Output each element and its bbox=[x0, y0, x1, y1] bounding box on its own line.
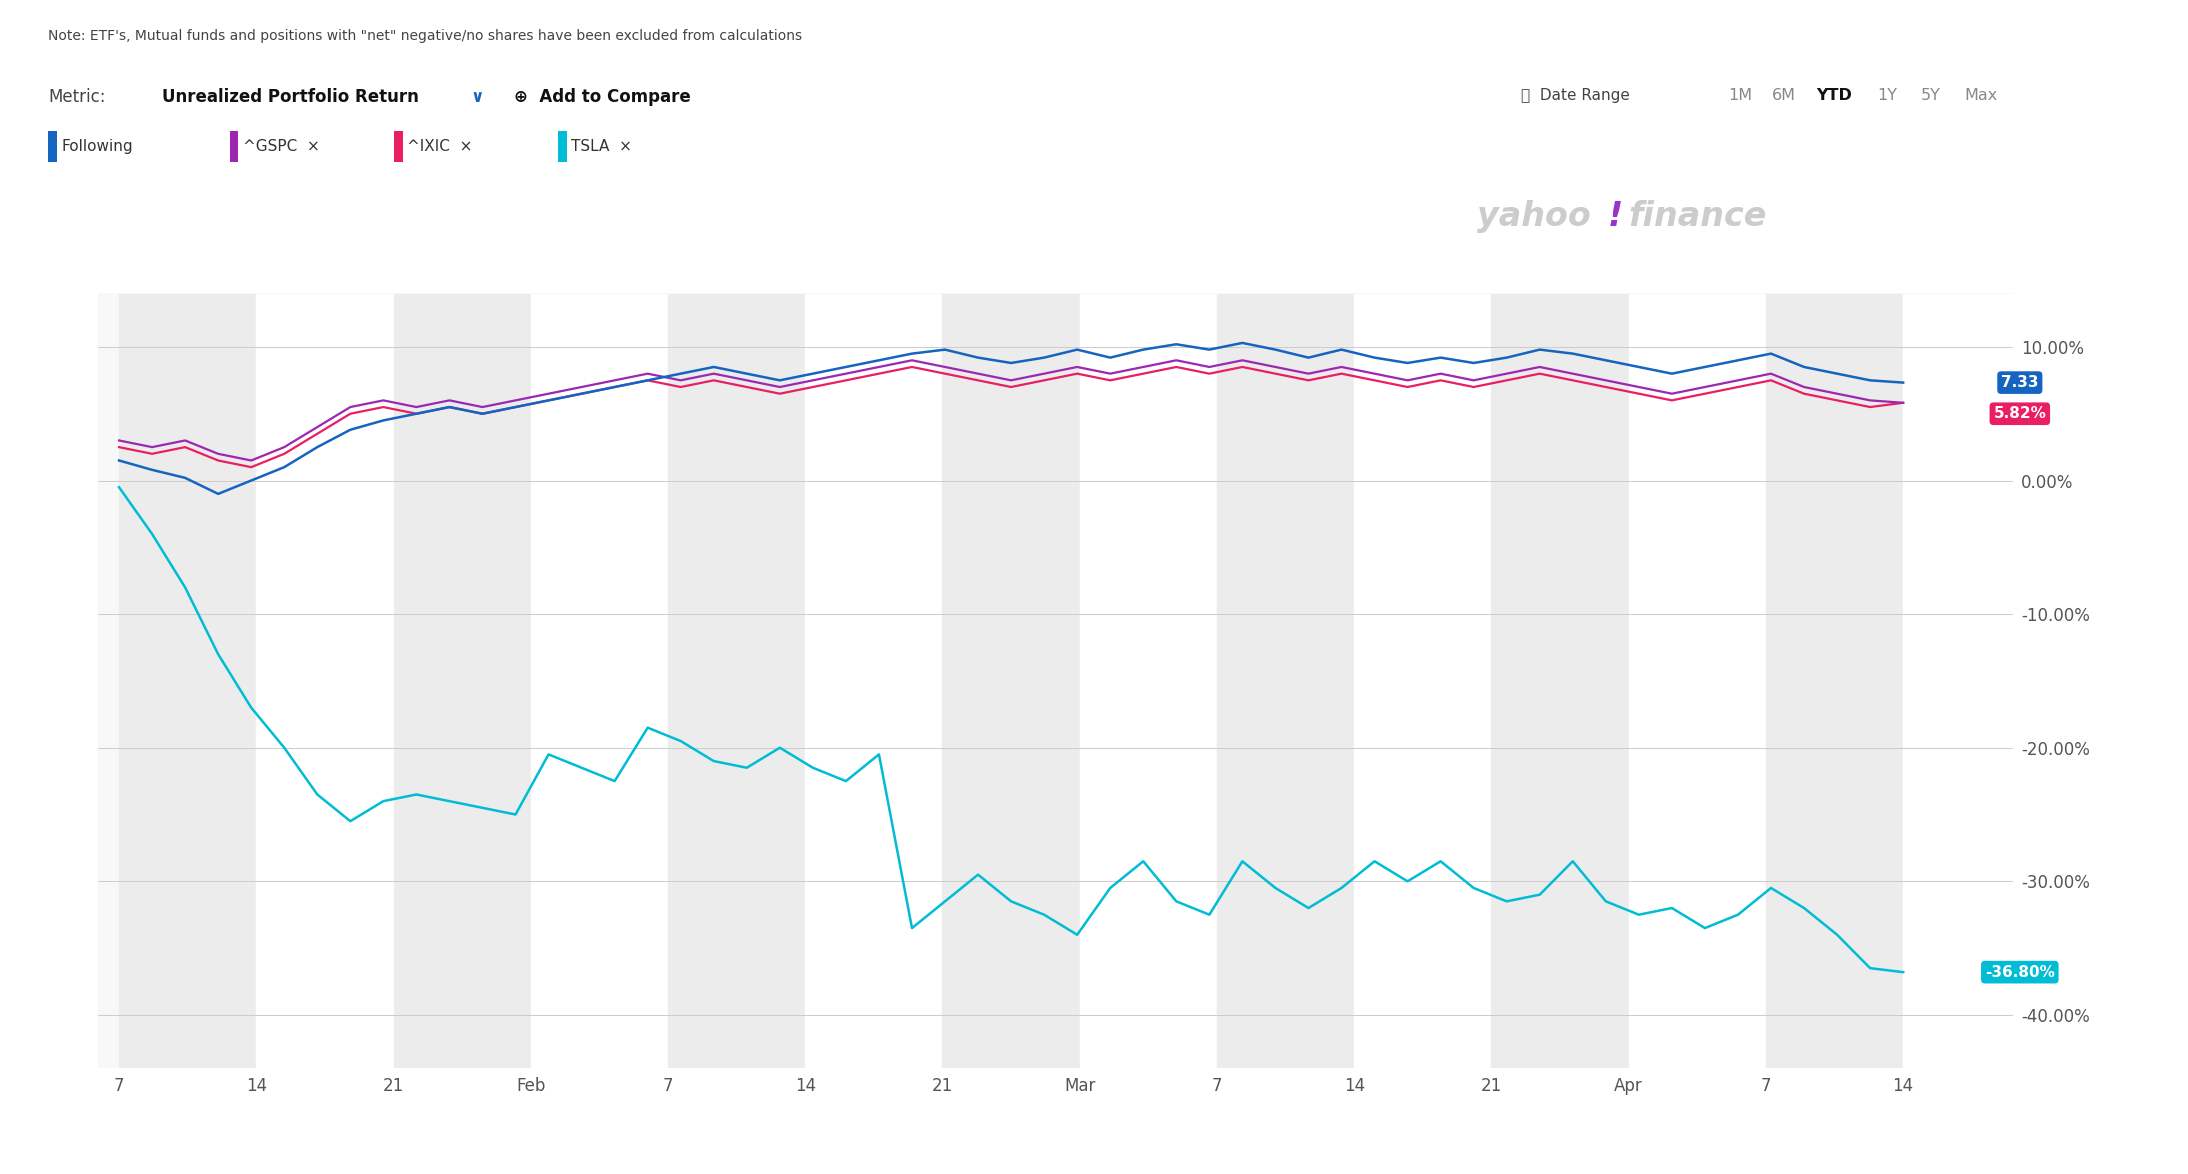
Bar bbox=[118, 294, 256, 1068]
Bar bbox=[943, 294, 1079, 1068]
Text: ∨: ∨ bbox=[470, 88, 484, 106]
Text: 1Y: 1Y bbox=[1877, 88, 1897, 103]
Bar bbox=[1354, 294, 1492, 1068]
Bar bbox=[667, 294, 805, 1068]
Text: 5Y: 5Y bbox=[1921, 88, 1941, 103]
Bar bbox=[1492, 294, 1628, 1068]
Text: ^IXIC  ×: ^IXIC × bbox=[407, 139, 473, 154]
Text: finance: finance bbox=[1628, 200, 1766, 232]
Text: -36.80%: -36.80% bbox=[1985, 965, 2055, 979]
Text: TSLA  ×: TSLA × bbox=[571, 139, 632, 154]
Text: Metric:: Metric: bbox=[48, 88, 105, 106]
Bar bbox=[1079, 294, 1217, 1068]
Text: !: ! bbox=[1608, 200, 1623, 232]
Bar bbox=[1904, 294, 2041, 1068]
Bar bbox=[394, 294, 532, 1068]
Text: Unrealized Portfolio Return: Unrealized Portfolio Return bbox=[162, 88, 418, 106]
Text: 1M: 1M bbox=[1729, 88, 1753, 103]
Text: YTD: YTD bbox=[1816, 88, 1851, 103]
Bar bbox=[1217, 294, 1354, 1068]
Text: 5.82%: 5.82% bbox=[1993, 406, 2046, 421]
Text: 7.33: 7.33 bbox=[2002, 376, 2039, 390]
Text: Following: Following bbox=[61, 139, 133, 154]
Bar bbox=[1628, 294, 1766, 1068]
Bar bbox=[1766, 294, 1904, 1068]
Text: Note: ETF's, Mutual funds and positions with "net" negative/no shares have been : Note: ETF's, Mutual funds and positions … bbox=[48, 29, 803, 43]
Text: Max: Max bbox=[1965, 88, 1998, 103]
Bar bbox=[256, 294, 394, 1068]
Text: ⊕  Add to Compare: ⊕ Add to Compare bbox=[514, 88, 691, 106]
Bar bbox=[532, 294, 667, 1068]
Bar bbox=[805, 294, 943, 1068]
Text: 6M: 6M bbox=[1772, 88, 1796, 103]
Text: ^GSPC  ×: ^GSPC × bbox=[243, 139, 319, 154]
Text: 🗓  Date Range: 🗓 Date Range bbox=[1521, 88, 1630, 103]
Text: yahoo: yahoo bbox=[1477, 200, 1591, 232]
